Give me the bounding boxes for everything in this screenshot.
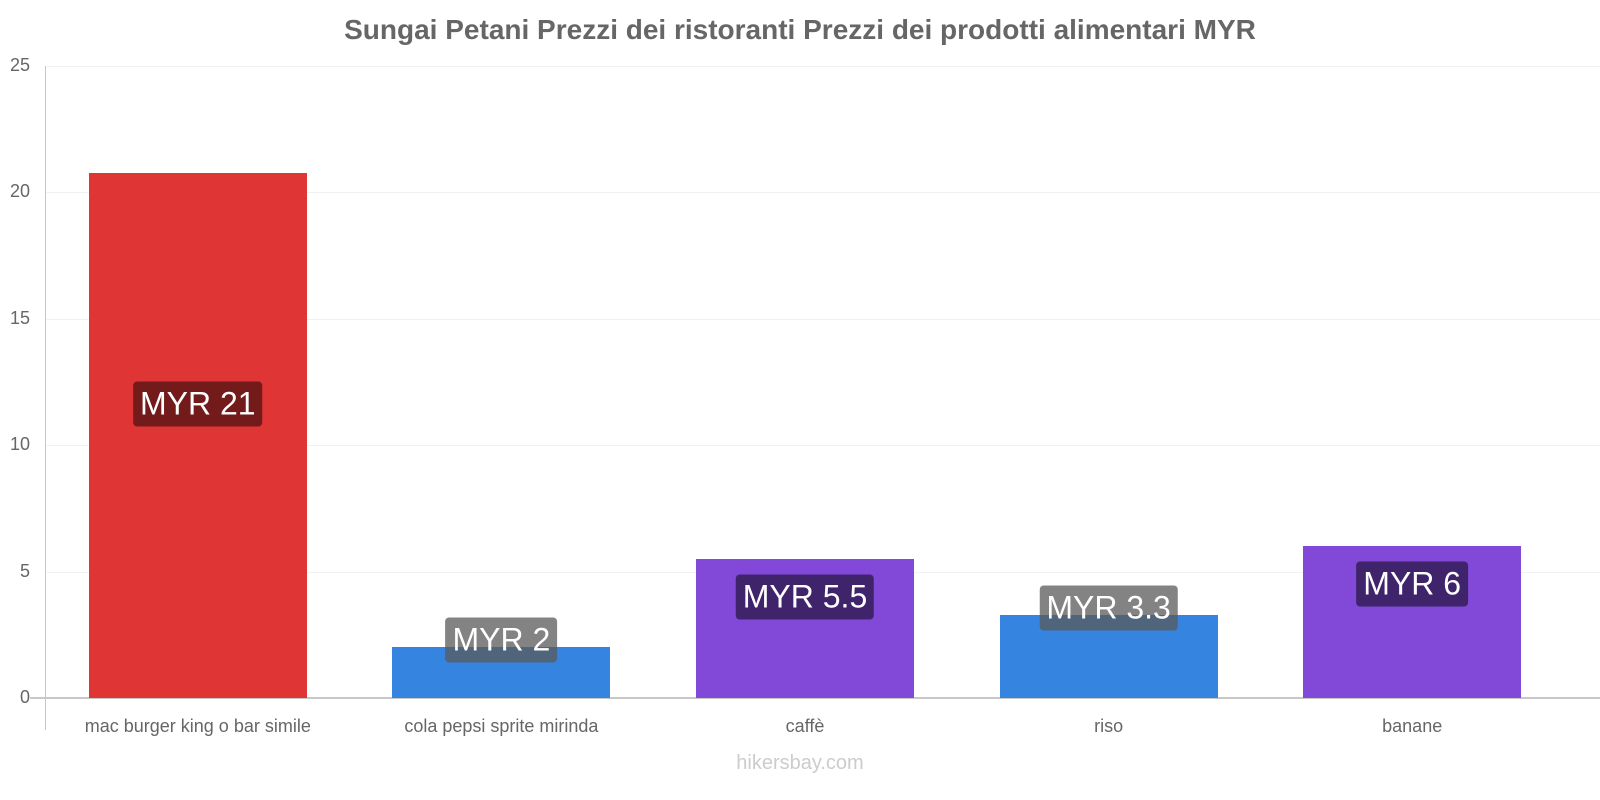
x-tick-label: banane [1382, 716, 1443, 736]
value-label: MYR 6 [1356, 561, 1469, 607]
chart-title: Sungai Petani Prezzi dei ristoranti Prez… [344, 14, 1256, 45]
gridline [46, 318, 1600, 320]
x-tick-label: cola pepsi sprite mirinda [404, 716, 599, 736]
bar[interactable] [88, 172, 307, 698]
gridline [46, 445, 1600, 447]
value-label: MYR 21 [133, 381, 263, 427]
y-tick-label: 5 [19, 560, 30, 581]
y-tick-label: 15 [9, 307, 30, 328]
y-tick-label: 20 [9, 181, 30, 202]
y-tick-label: 0 [19, 687, 30, 707]
x-axis-line [30, 697, 1600, 699]
gridline [46, 66, 1600, 67]
x-tick-label: mac burger king o bar simile [84, 716, 311, 736]
y-axis-line [45, 66, 46, 730]
x-tick-label: riso [1094, 716, 1124, 736]
watermark: hikersbay.com [736, 752, 864, 774]
x-tick-label: caffè [785, 716, 825, 736]
value-label: MYR 5.5 [735, 574, 875, 620]
value-label: MYR 3.3 [1039, 585, 1178, 631]
value-label: MYR 2 [445, 617, 558, 663]
y-tick-label: 10 [9, 434, 30, 455]
y-tick-label: 25 [9, 55, 30, 75]
gridline [46, 192, 1600, 194]
